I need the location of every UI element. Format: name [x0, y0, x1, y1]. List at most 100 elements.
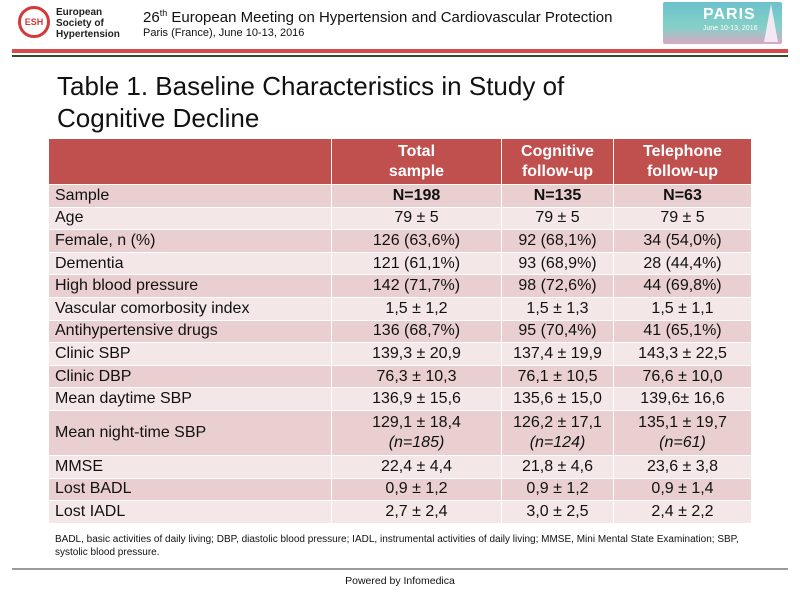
table-row: Lost BADL 0,9 ± 1,2 0,9 ± 1,2 0,9 ± 1,4 — [48, 477, 752, 502]
cell-subcount: (n=185) — [388, 433, 445, 451]
cell-subcount: (n=61) — [659, 433, 706, 451]
cell-total: 129,1 ± 18,4 (n=185) — [331, 409, 502, 456]
eiffel-tower-icon — [764, 4, 778, 42]
meeting-ordinal: th — [159, 8, 168, 18]
table-header-row: Total sample Cognitive follow-up Telephone… — [48, 138, 752, 185]
meeting-title: 26th European Meeting on Hypertension an… — [143, 8, 612, 26]
row-label: Mean daytime SBP — [48, 387, 332, 411]
row-label: Lost IADL — [48, 500, 332, 524]
meeting-location-date: Paris (France), June 10-13, 2016 — [143, 27, 305, 39]
table-row: Clinic DBP 76,3 ± 10,3 76,1 ± 10,5 76,6 … — [48, 364, 752, 389]
cell-value: 135,1 ± 19,7 — [638, 413, 727, 431]
table-row: Sample N=198 N=135 N=63 — [48, 184, 752, 208]
cell-total: 0,9 ± 1,2 — [331, 477, 502, 502]
column-header-line: sample — [388, 162, 445, 180]
table-row: Dementia 121 (61,1%) 93 (68,9%) 28 (44,4… — [48, 251, 752, 276]
cell-total: 142 (71,7%) — [331, 274, 502, 298]
table-row: Age 79 ± 5 79 ± 5 79 ± 5 — [48, 206, 752, 231]
cell-telephone: N=63 — [613, 184, 752, 208]
column-header-line: follow-up — [646, 162, 719, 180]
table-row: Mean night-time SBP 129,1 ± 18,4 (n=185) … — [48, 409, 752, 456]
cell-telephone: 135,1 ± 19,7 (n=61) — [613, 409, 752, 456]
slide-title: Table 1. Baseline Characteristics in Stu… — [57, 70, 757, 134]
header-red-divider — [12, 49, 788, 53]
cell-total: 76,3 ± 10,3 — [331, 364, 502, 389]
cell-telephone: 23,6 ± 3,8 — [613, 454, 752, 479]
cell-telephone: 44 (69,8%) — [613, 274, 752, 298]
powered-by-footer: Powered by Infomedica — [345, 575, 455, 587]
cell-telephone: 1,5 ± 1,1 — [613, 296, 752, 321]
table-footnote: BADL, basic activities of daily living; … — [55, 534, 739, 558]
meeting-name: European Meeting on Hypertension and Car… — [167, 9, 613, 26]
cell-cognitive: N=135 — [501, 184, 614, 208]
row-label: Lost BADL — [48, 477, 332, 502]
esh-logo-icon: ESH — [18, 6, 50, 38]
cell-total: 121 (61,1%) — [331, 251, 502, 276]
paris-badge: PARIS June 10-13, 2016 — [663, 2, 782, 44]
row-label: High blood pressure — [48, 274, 332, 298]
cell-cognitive: 126,2 ± 17,1 (n=124) — [501, 409, 614, 456]
cell-total: 79 ± 5 — [331, 206, 502, 231]
footer-divider — [12, 568, 788, 570]
table-row: Antihypertensive drugs 136 (68,7%) 95 (7… — [48, 319, 752, 344]
cell-cognitive: 98 (72,6%) — [501, 274, 614, 298]
cell-total: 126 (63,6%) — [331, 229, 502, 253]
cell-cognitive: 135,6 ± 15,0 — [501, 387, 614, 411]
row-label: Sample — [48, 184, 332, 208]
slide-header: ESH European Society of Hypertension 26t… — [0, 0, 800, 62]
table-row: Female, n (%) 126 (63,6%) 92 (68,1%) 34 … — [48, 229, 752, 253]
baseline-characteristics-table: Total sample Cognitive follow-up Telephone… — [48, 138, 752, 524]
table-row: Mean daytime SBP 136,9 ± 15,6 135,6 ± 15… — [48, 387, 752, 411]
logo-line: Hypertension — [56, 29, 120, 40]
row-label: Antihypertensive drugs — [48, 319, 332, 344]
row-label: Female, n (%) — [48, 229, 332, 253]
cell-total: 136,9 ± 15,6 — [331, 387, 502, 411]
row-label: Mean night-time SBP — [48, 409, 332, 456]
column-header-line: Cognitive — [521, 142, 594, 160]
row-label: Vascular comorbosity index — [48, 296, 332, 321]
cell-cognitive: 92 (68,1%) — [501, 229, 614, 253]
cell-cognitive: 93 (68,9%) — [501, 251, 614, 276]
column-header-line: follow-up — [521, 162, 594, 180]
slide-title-line1: Table 1. Baseline Characteristics in Stu… — [57, 71, 565, 101]
row-label: Clinic SBP — [48, 342, 332, 366]
cell-cognitive: 3,0 ± 2,5 — [501, 500, 614, 524]
esh-logo: ESH European Society of Hypertension — [18, 6, 138, 44]
cell-cognitive: 79 ± 5 — [501, 206, 614, 231]
cell-telephone: 0,9 ± 1,4 — [613, 477, 752, 502]
row-label: Clinic DBP — [48, 364, 332, 389]
cell-telephone: 28 (44,4%) — [613, 251, 752, 276]
cell-telephone: 139,6± 16,6 — [613, 387, 752, 411]
paris-badge-word: PARIS — [703, 6, 756, 23]
column-header-line: Telephone — [643, 142, 722, 160]
cell-cognitive: 76,1 ± 10,5 — [501, 364, 614, 389]
cell-telephone: 79 ± 5 — [613, 206, 752, 231]
cell-cognitive: 1,5 ± 1,3 — [501, 296, 614, 321]
cell-telephone: 2,4 ± 2,2 — [613, 500, 752, 524]
row-label: Dementia — [48, 251, 332, 276]
cell-total: 22,4 ± 4,4 — [331, 454, 502, 479]
paris-badge-date: June 10-13, 2016 — [703, 25, 758, 32]
table-row: MMSE 22,4 ± 4,4 21,8 ± 4,6 23,6 ± 3,8 — [48, 454, 752, 479]
table-row: Lost IADL 2,7 ± 2,4 3,0 ± 2,5 2,4 ± 2,2 — [48, 500, 752, 524]
cell-total: 2,7 ± 2,4 — [331, 500, 502, 524]
cell-total: 136 (68,7%) — [331, 319, 502, 344]
cell-total: 139,3 ± 20,9 — [331, 342, 502, 366]
cell-subcount: (n=124) — [529, 433, 586, 451]
cell-telephone: 76,6 ± 10,0 — [613, 364, 752, 389]
cell-value: 126,2 ± 17,1 — [513, 413, 602, 431]
cell-value: 129,1 ± 18,4 — [372, 413, 461, 431]
cell-telephone: 143,3 ± 22,5 — [613, 342, 752, 366]
column-header-blank — [48, 138, 332, 185]
cell-telephone: 34 (54,0%) — [613, 229, 752, 253]
row-label: MMSE — [48, 454, 332, 479]
cell-cognitive: 21,8 ± 4,6 — [501, 454, 614, 479]
meeting-number: 26 — [143, 9, 160, 26]
column-header-telephone: Telephone follow-up — [613, 138, 752, 185]
cell-telephone: 41 (65,1%) — [613, 319, 752, 344]
slide-title-line2: Cognitive Decline — [57, 103, 260, 133]
table-row: High blood pressure 142 (71,7%) 98 (72,6… — [48, 274, 752, 298]
cell-cognitive: 95 (70,4%) — [501, 319, 614, 344]
cell-cognitive: 137,4 ± 19,9 — [501, 342, 614, 366]
column-header-total: Total sample — [331, 138, 502, 185]
